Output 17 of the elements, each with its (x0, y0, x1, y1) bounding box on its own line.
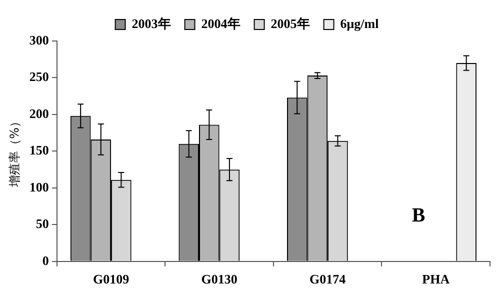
y-tick-label: 150 (29, 142, 49, 158)
legend-label: 6μg/ml (340, 16, 380, 31)
y-axis-title: 增殖率（%） (7, 115, 22, 188)
x-tick-label: G0130 (201, 272, 238, 287)
y-tick-label: 0 (42, 252, 49, 268)
legend-label: 2004年 (201, 16, 240, 31)
legend-label: 2005年 (270, 16, 310, 31)
y-tick-label: 250 (29, 69, 49, 84)
y-tick-label: 300 (29, 32, 49, 48)
y-tick-label: 100 (29, 179, 49, 194)
x-tick-label: G0109 (92, 272, 130, 287)
y-tick-label: 200 (29, 106, 49, 121)
y-tick-label: 50 (36, 216, 49, 232)
legend-label: 2003年 (132, 16, 171, 31)
annotation: B (412, 204, 426, 227)
x-tick-label: G0174 (310, 272, 346, 287)
x-tick-label: PHA (422, 272, 450, 287)
